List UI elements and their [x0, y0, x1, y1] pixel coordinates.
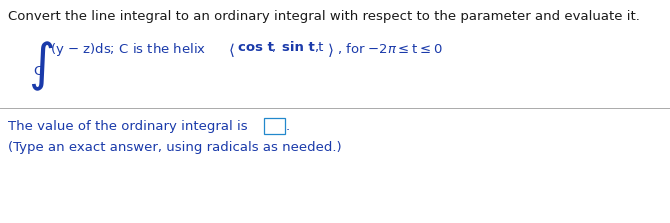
Text: Convert the line integral to an ordinary integral with respect to the parameter : Convert the line integral to an ordinary…	[8, 10, 640, 23]
Text: $\langle$: $\langle$	[228, 41, 234, 59]
Text: C: C	[33, 65, 42, 78]
Text: .: .	[286, 120, 290, 133]
Text: $\rangle$: $\rangle$	[327, 41, 334, 59]
FancyBboxPatch shape	[264, 118, 285, 134]
Text: The value of the ordinary integral is: The value of the ordinary integral is	[8, 120, 248, 133]
Text: cos t: cos t	[238, 41, 274, 54]
Text: sin t: sin t	[282, 41, 315, 54]
Text: (Type an exact answer, using radicals as needed.): (Type an exact answer, using radicals as…	[8, 141, 342, 154]
Text: ,t: ,t	[314, 41, 324, 54]
Text: ,: ,	[272, 41, 280, 54]
Text: , for $-$2$\pi\leq$t$\leq$0: , for $-$2$\pi\leq$t$\leq$0	[337, 41, 443, 56]
Text: (y $-$ z)ds; C is the helix: (y $-$ z)ds; C is the helix	[50, 41, 206, 58]
Text: $\int$: $\int$	[28, 40, 54, 93]
